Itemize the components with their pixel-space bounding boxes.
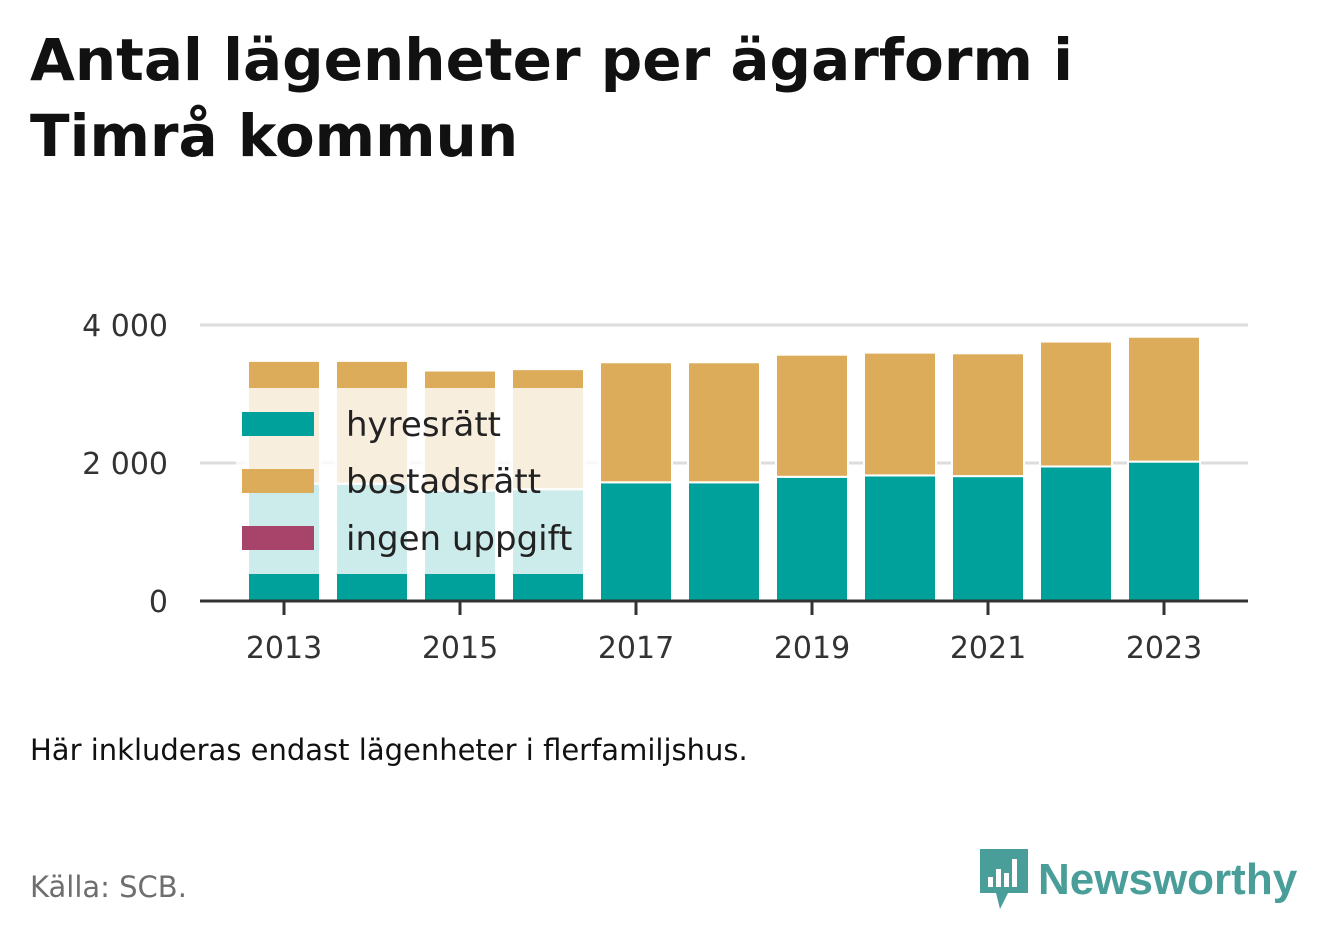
- x-tick-label: 2019: [774, 631, 850, 666]
- chart-note: Här inkluderas endast lägenheter i flerf…: [30, 733, 748, 767]
- y-tick-label: 4 000: [82, 309, 168, 344]
- bar-2020-bostadsratt: [863, 351, 937, 477]
- chart-title: Antal lägenheter per ägarform i Timrå ko…: [30, 26, 1074, 170]
- legend-swatch: [242, 412, 314, 436]
- x-tick-label: 2017: [598, 631, 674, 666]
- bar-2018-bostadsratt: [687, 361, 761, 484]
- x-tick-label: 2015: [422, 631, 498, 666]
- y-tick-label: 2 000: [82, 447, 168, 482]
- legend-label: bostadsrätt: [346, 462, 541, 502]
- x-tick-label: 2021: [950, 631, 1026, 666]
- bar-chart: hyresrätt bostadsrätt ingen uppgift 0 2 000…: [82, 309, 1248, 666]
- legend-swatch: [242, 469, 314, 493]
- x-tick-label: 2023: [1126, 631, 1202, 666]
- y-tick-label: 0: [149, 585, 168, 620]
- newsworthy-chat-bars-icon: [980, 849, 1028, 909]
- bar-2021-bostadsratt: [951, 352, 1025, 478]
- legend-swatch: [242, 526, 314, 550]
- newsworthy-logo: Newsworthy: [980, 848, 1297, 912]
- source-text: Källa: SCB.: [30, 870, 187, 904]
- axes: 0 2 000 4 000 2013 2015 2017 2019 2021 2023: [82, 309, 1248, 666]
- bar-2017-hyresratt: [599, 481, 673, 603]
- x-tick-label: 2013: [246, 631, 322, 666]
- bar-2023-bostadsratt: [1127, 335, 1201, 463]
- brand-name: Newsworthy: [1038, 855, 1298, 904]
- bar-2019-hyresratt: [775, 475, 849, 602]
- bar-2021-hyresratt: [951, 475, 1025, 602]
- legend: hyresrätt bostadsrätt ingen uppgift: [236, 388, 600, 574]
- legend-label: ingen uppgift: [346, 519, 572, 559]
- legend-label: hyresrätt: [346, 405, 501, 445]
- bar-2020-hyresratt: [863, 474, 937, 603]
- bar-2019-bostadsratt: [775, 353, 849, 478]
- bar-2022-hyresratt: [1039, 465, 1113, 603]
- bar-2018-hyresratt: [687, 481, 761, 603]
- bar-2023-hyresratt: [1127, 460, 1201, 602]
- bar-2017-bostadsratt: [599, 361, 673, 484]
- bar-2022-bostadsratt: [1039, 340, 1113, 468]
